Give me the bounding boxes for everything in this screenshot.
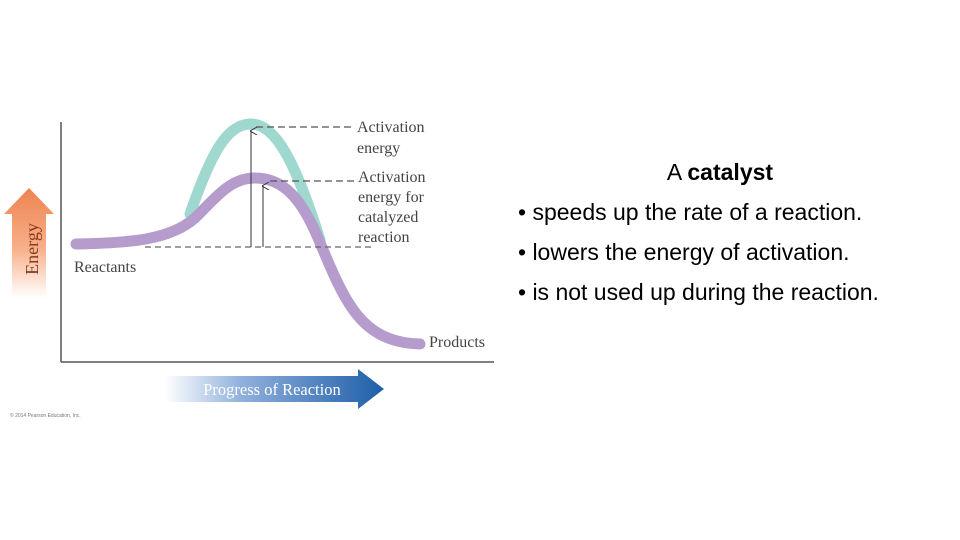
x-axis-label: Progress of Reaction — [203, 380, 340, 399]
bullet-item: • is not used up during the reaction. — [518, 279, 879, 305]
catalyzed-curve — [70, 172, 426, 350]
bullet-item: • speeds up the rate of a reaction. — [518, 199, 863, 225]
reactants-label: Reactants — [74, 259, 136, 276]
energy-arrow — [4, 188, 54, 298]
catalyzed-activation-label: Activation energy for catalyzed reaction — [358, 169, 430, 246]
products-label: Products — [429, 334, 485, 351]
progress-arrow — [165, 369, 384, 409]
copyright-notice: © 2014 Pearson Education, Inc. — [10, 412, 81, 419]
catalyst-text-panel: A catalyst • speeds up the rate of a rea… — [518, 152, 958, 312]
catalyst-title: A catalyst — [666, 159, 774, 185]
activation-energy-label: Activation energy — [357, 119, 429, 157]
y-axis-label: Energy — [22, 223, 42, 275]
bullet-item: • lowers the energy of activation. — [518, 239, 850, 265]
